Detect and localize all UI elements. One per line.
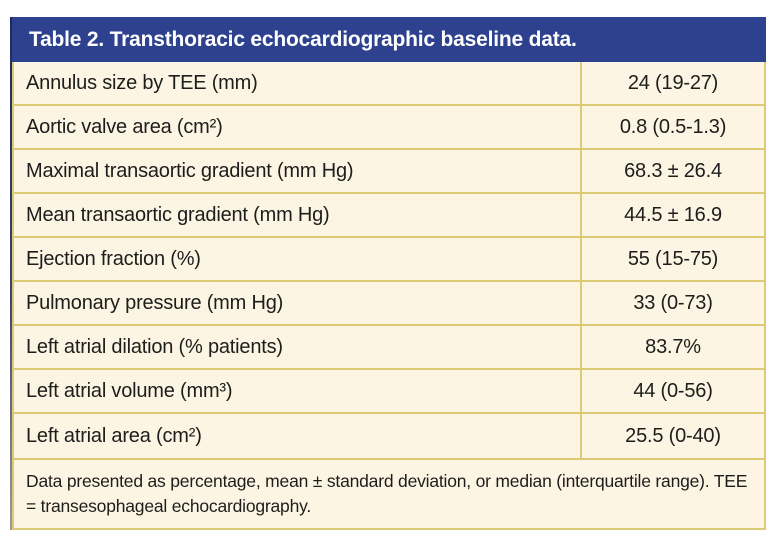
table-row: Pulmonary pressure (mm Hg) 33 (0-73): [14, 282, 764, 326]
row-label: Aortic valve area (cm²): [14, 106, 582, 148]
row-label: Annulus size by TEE (mm): [14, 62, 582, 104]
row-label: Maximal transaortic gradient (mm Hg): [14, 150, 582, 192]
table-body: Annulus size by TEE (mm) 24 (19-27) Aort…: [12, 62, 766, 458]
table-row: Left atrial dilation (% patients) 83.7%: [14, 326, 764, 370]
row-value: 25.5 (0-40): [625, 424, 721, 447]
row-value: 24 (19-27): [627, 71, 719, 94]
table-row: Ejection fraction (%) 55 (15-75): [14, 238, 764, 282]
row-label: Left atrial dilation (% patients): [14, 326, 582, 368]
row-value: 44.5 ± 16.9: [624, 203, 722, 226]
row-value: 33 (0-73): [633, 291, 713, 314]
table-row: Mean transaortic gradient (mm Hg) 44.5 ±…: [14, 194, 764, 238]
row-value: 83.7%: [645, 335, 701, 358]
row-value: 55 (15-75): [627, 247, 719, 270]
row-label: Ejection fraction (%): [14, 238, 582, 280]
table-title: Table 2. Transthoracic echocardiographic…: [12, 17, 766, 62]
table-row: Aortic valve area (cm²) 0.8 (0.5-1.3): [14, 106, 764, 150]
row-value: 44 (0-56): [633, 379, 713, 402]
row-label: Pulmonary pressure (mm Hg): [14, 282, 582, 324]
table-left-accent-edge: [10, 17, 12, 530]
table-footnote: Data presented as percentage, mean ± sta…: [12, 458, 766, 530]
row-label: Left atrial area (cm²): [14, 414, 582, 458]
row-label: Mean transaortic gradient (mm Hg): [14, 194, 582, 236]
row-label: Left atrial volume (mm³): [14, 370, 582, 412]
table-row: Left atrial area (cm²) 25.5 (0-40): [14, 414, 764, 458]
row-value: 0.8 (0.5-1.3): [619, 115, 727, 138]
table-row: Maximal transaortic gradient (mm Hg) 68.…: [14, 150, 764, 194]
table-row: Left atrial volume (mm³) 44 (0-56): [14, 370, 764, 414]
baseline-data-table: Table 2. Transthoracic echocardiographic…: [10, 17, 766, 530]
table-row: Annulus size by TEE (mm) 24 (19-27): [14, 62, 764, 106]
row-value: 68.3 ± 26.4: [624, 159, 722, 182]
